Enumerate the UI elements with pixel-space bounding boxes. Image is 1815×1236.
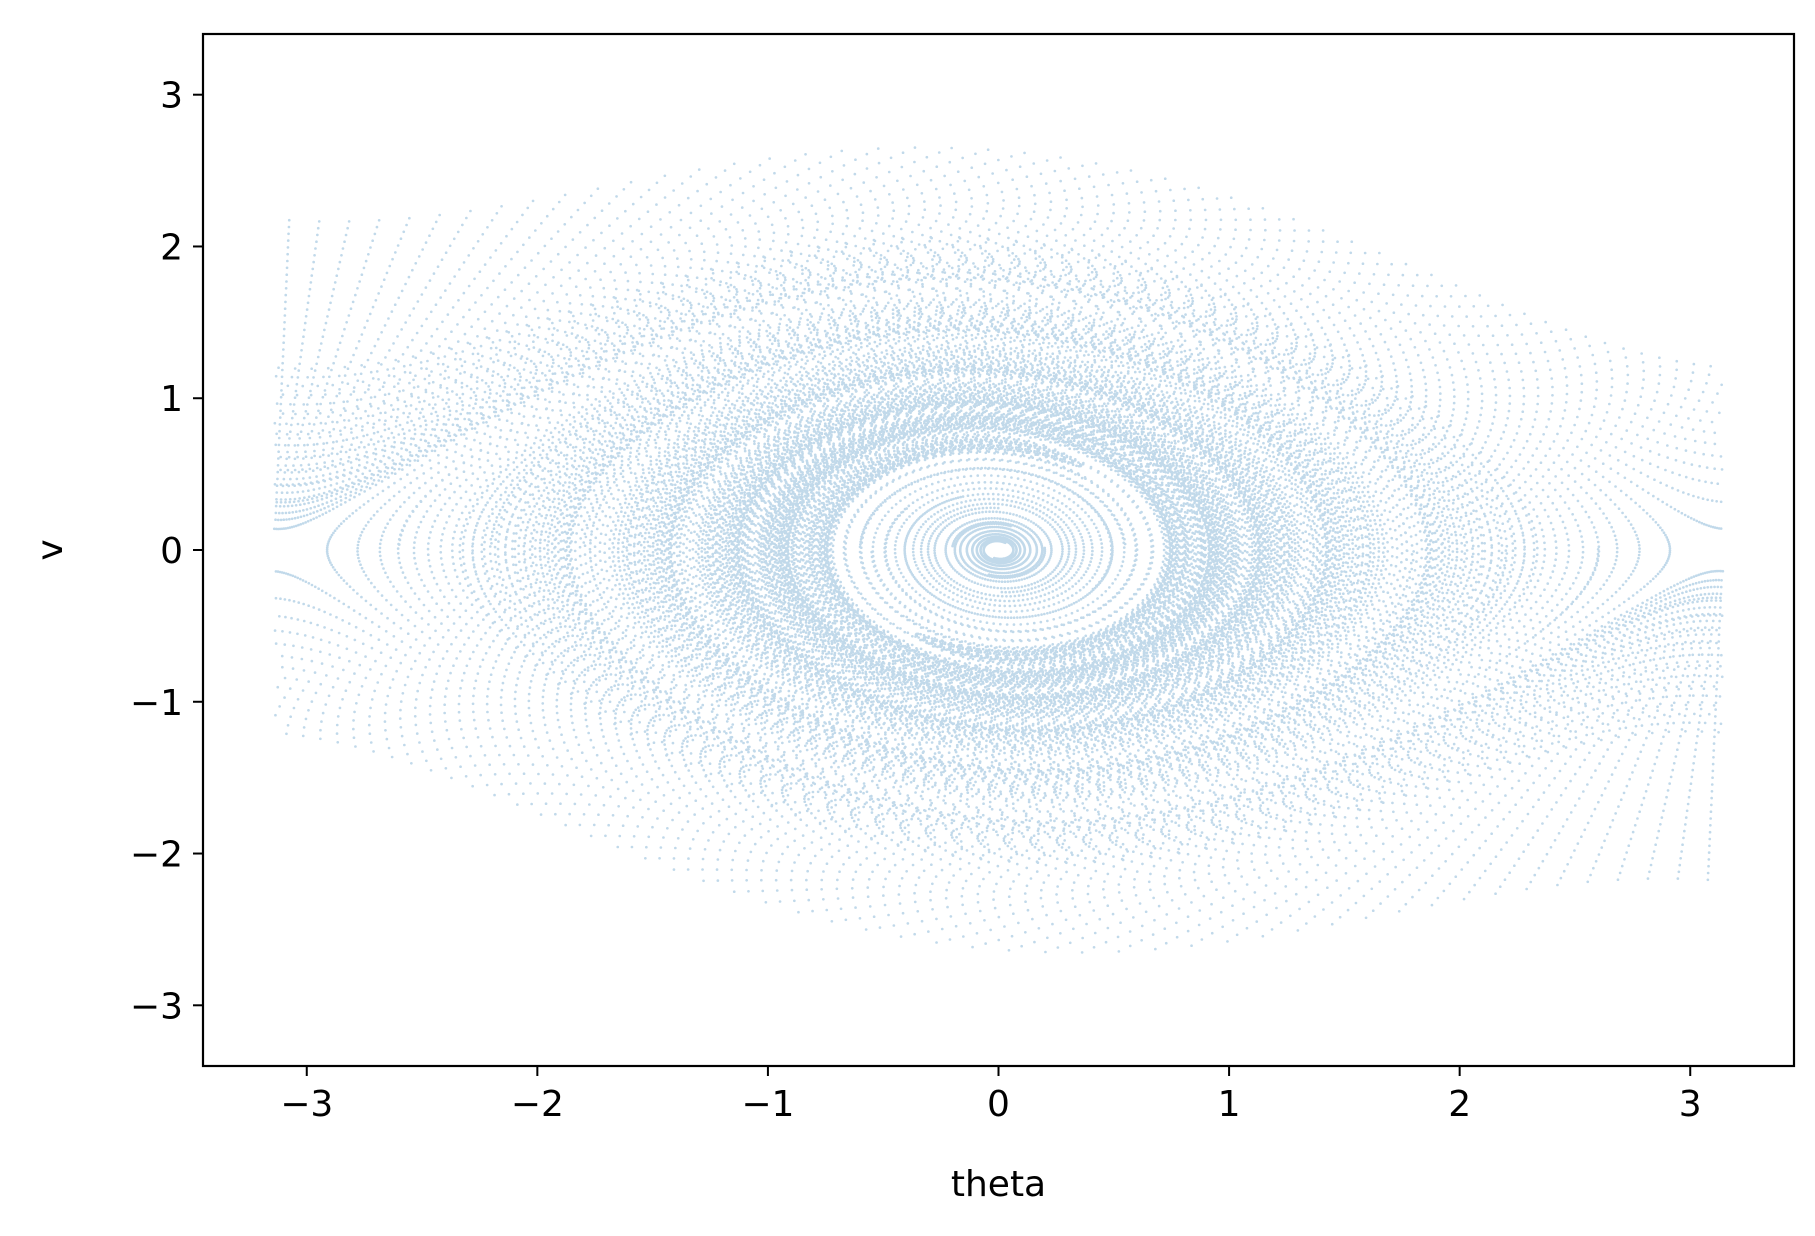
y-tick-label: −1 [130,683,183,724]
x-tick-label: −3 [280,1084,333,1125]
y-tick-label: 1 [160,379,183,420]
x-tick-label: 2 [1448,1084,1471,1125]
x-tick-label: −2 [511,1084,564,1125]
y-tick-label: −2 [130,835,183,876]
y-tick-label: 3 [160,76,183,117]
x-axis: −3 −2 −1 0 1 2 3 [280,1066,1702,1125]
y-tick-label: −3 [130,986,183,1027]
y-axis-label: v [30,539,71,560]
x-tick-label: 0 [987,1084,1010,1125]
x-tick-label: 3 [1679,1084,1702,1125]
y-tick-label: 2 [160,227,183,268]
trajectory-points [272,146,1725,954]
x-axis-label: theta [951,1164,1046,1205]
y-tick-label: 0 [160,531,183,572]
scatter-points [272,146,1725,954]
y-axis: −3 −2 −1 0 1 2 3 [130,76,203,1027]
x-tick-label: 1 [1218,1084,1241,1125]
x-tick-label: −1 [741,1084,794,1125]
